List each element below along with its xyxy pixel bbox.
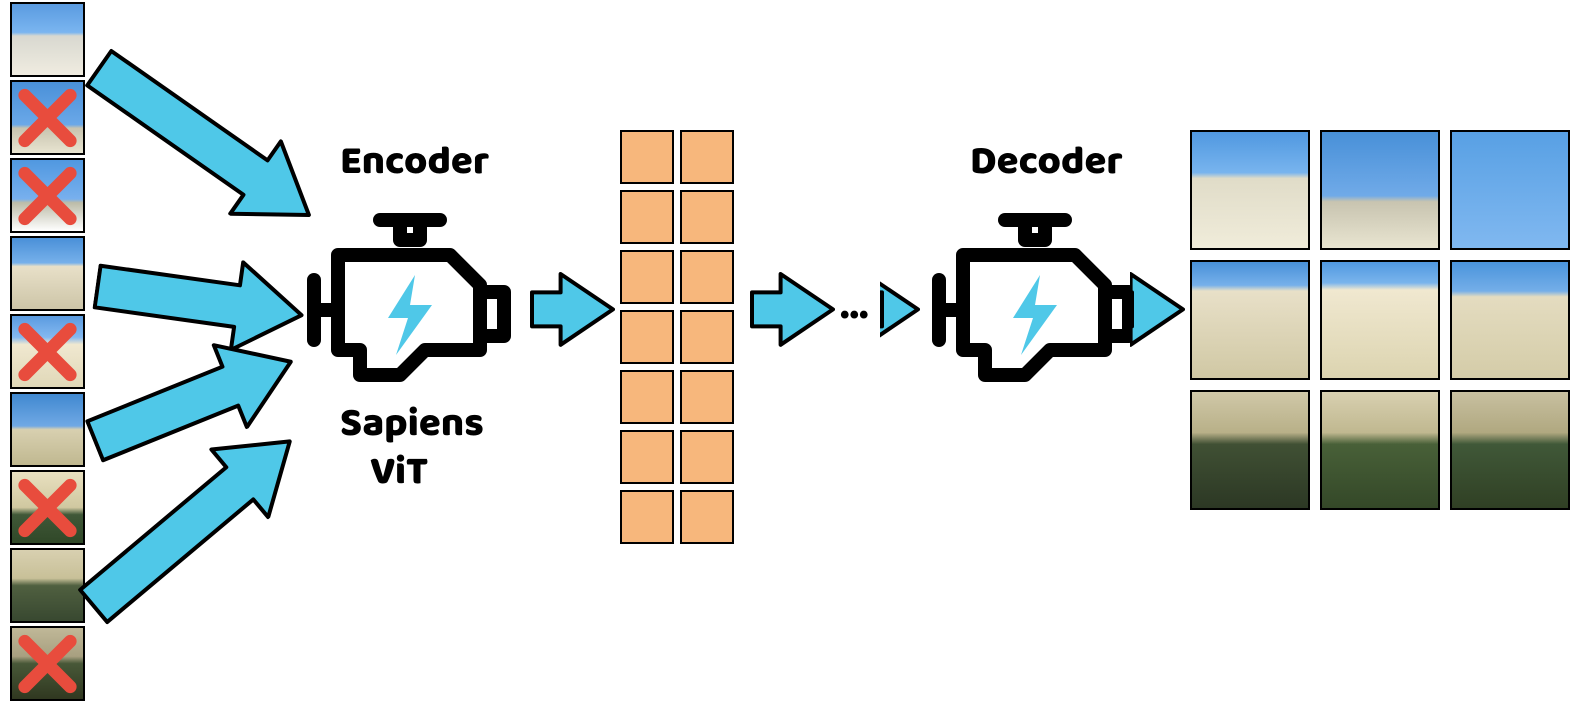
latent-token bbox=[620, 430, 674, 484]
latent-token bbox=[620, 490, 674, 544]
latent-token bbox=[620, 250, 674, 304]
input-patch bbox=[10, 626, 85, 701]
latent-token bbox=[680, 310, 734, 364]
flow-arrow bbox=[530, 272, 615, 356]
input-patch bbox=[10, 314, 85, 389]
mask-x-icon bbox=[12, 472, 83, 543]
latent-token bbox=[680, 430, 734, 484]
output-patch bbox=[1450, 260, 1570, 380]
mask-x-icon bbox=[12, 82, 83, 153]
input-patch bbox=[10, 392, 85, 467]
mask-x-icon bbox=[12, 316, 83, 387]
latent-token bbox=[620, 370, 674, 424]
decoder-engine bbox=[925, 200, 1145, 399]
output-patch bbox=[1450, 390, 1570, 510]
output-patch bbox=[1320, 390, 1440, 510]
encoder-label-top: Encoder bbox=[340, 130, 489, 194]
flow-arrow bbox=[750, 272, 835, 356]
latent-token bbox=[680, 190, 734, 244]
encoder-engine bbox=[300, 200, 520, 399]
encoder-label-bottom-2: ViT bbox=[370, 440, 428, 504]
latent-token bbox=[620, 130, 674, 184]
output-patch bbox=[1190, 130, 1310, 250]
input-patch bbox=[10, 236, 85, 311]
output-patch bbox=[1320, 260, 1440, 380]
latent-token bbox=[620, 310, 674, 364]
latent-token-grid bbox=[620, 130, 734, 544]
latent-token bbox=[680, 250, 734, 304]
output-patch bbox=[1450, 130, 1570, 250]
output-patch bbox=[1190, 390, 1310, 510]
output-patch bbox=[1190, 260, 1310, 380]
flow-arrow bbox=[880, 272, 920, 356]
flow-arrow bbox=[66, 29, 337, 261]
ellipsis: ... bbox=[840, 275, 869, 339]
latent-token bbox=[620, 190, 674, 244]
latent-token bbox=[680, 370, 734, 424]
latent-token bbox=[680, 130, 734, 184]
mask-x-icon bbox=[12, 160, 83, 231]
decoder-label-top: Decoder bbox=[970, 130, 1123, 194]
input-patch bbox=[10, 2, 85, 77]
input-patch bbox=[10, 470, 85, 545]
latent-token bbox=[680, 490, 734, 544]
input-patch bbox=[10, 158, 85, 233]
output-patch bbox=[1320, 130, 1440, 250]
flow-arrow bbox=[1130, 272, 1185, 356]
output-patch-grid bbox=[1190, 130, 1570, 510]
mask-x-icon bbox=[12, 628, 83, 699]
